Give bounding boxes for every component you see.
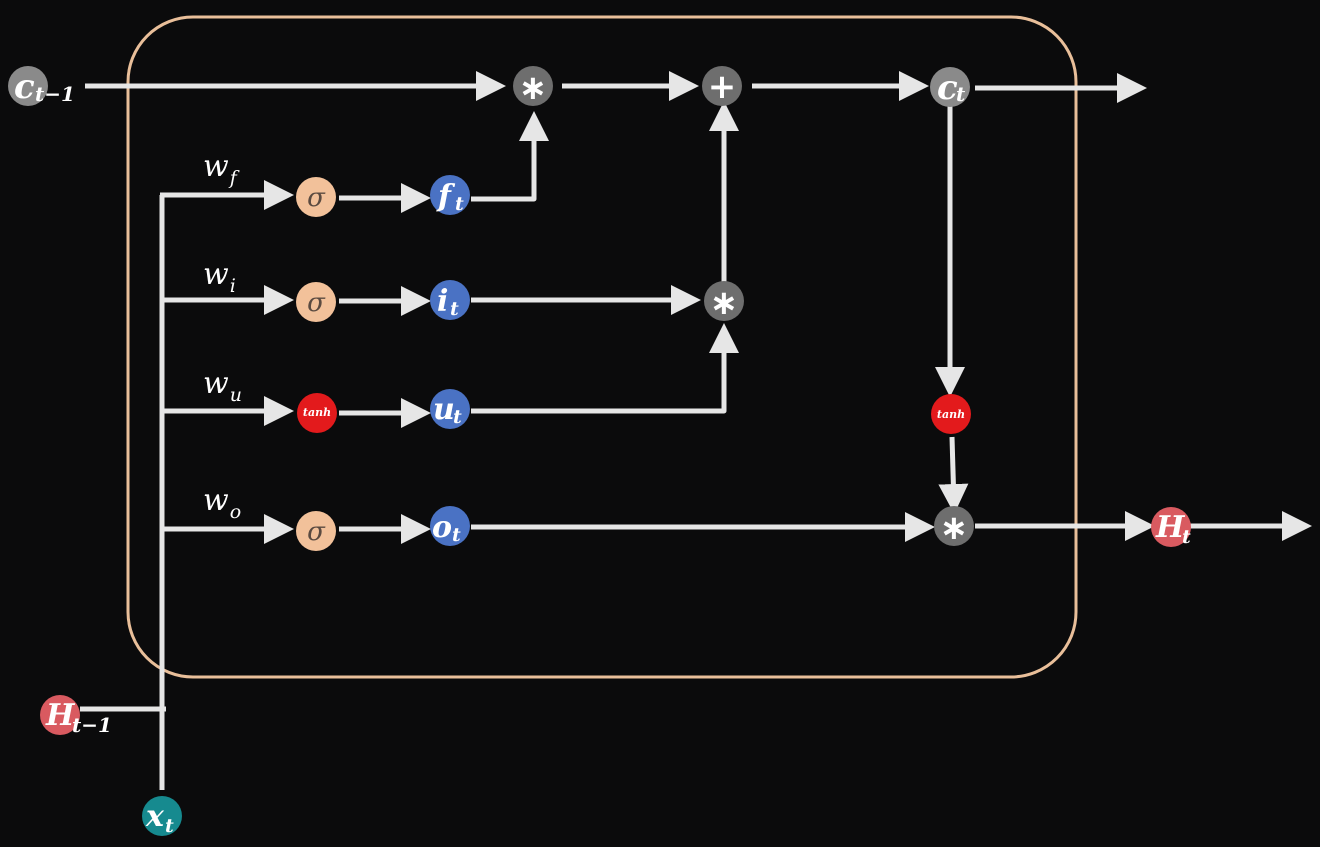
node-sigmoid-input: σ [296,282,336,322]
node-f-t: f t [430,175,470,215]
weight-label-wo: wo [203,483,241,523]
node-u-t: u t [430,389,470,429]
svg-text:∗: ∗ [519,68,548,108]
lstm-cell-boundary [126,15,1078,679]
svg-text:σ: σ [307,517,326,547]
svg-text:σ: σ [307,183,326,213]
arrow-ut-to-mult [471,322,739,414]
svg-text:o: o [432,510,452,545]
weight-label-wu: wu [203,366,242,406]
svg-text:c: c [14,67,35,107]
node-c-prev: c t−1 [8,66,75,107]
node-tanh-update: tanh [297,393,337,433]
svg-text:∗: ∗ [940,508,969,548]
node-mult-output: ∗ [934,506,974,548]
node-x-t: x t [142,796,182,837]
svg-text:H: H [45,698,76,733]
svg-text:tanh: tanh [303,406,331,419]
node-sigmoid-output: σ [296,511,336,551]
node-h-prev: H t−1 [40,695,112,737]
weight-labels: wf wi wu wo [203,149,242,523]
svg-text:c: c [937,68,958,108]
node-mult-input: ∗ [704,281,744,323]
svg-text:x: x [145,799,165,834]
node-h-t: H t [1151,507,1191,548]
svg-text:t: t [450,298,459,320]
svg-text:H: H [1155,510,1186,545]
node-c-t: c t [930,67,970,108]
svg-text:t: t [956,82,966,106]
svg-text:tanh: tanh [937,408,965,421]
arrow-ft-to-mult [471,110,549,202]
svg-text:t: t [1182,526,1191,548]
weight-label-wf: wf [203,149,240,189]
svg-text:t−1: t−1 [35,82,75,106]
svg-text:u: u [433,392,455,427]
node-tanh-cell: tanh [931,394,971,434]
svg-text:+: + [708,67,737,107]
node-add-cell: + [702,66,742,107]
svg-text:i: i [437,284,448,319]
svg-text:t−1: t−1 [72,713,112,737]
connections [80,71,1313,790]
svg-text:t: t [452,524,461,546]
svg-text:t: t [453,406,462,428]
svg-text:t: t [165,815,174,837]
node-i-t: i t [430,280,470,320]
weight-label-wi: wi [203,257,236,297]
svg-text:t: t [455,193,464,215]
svg-text:σ: σ [307,288,326,318]
node-o-t: o t [430,506,470,546]
node-sigmoid-forget: σ [296,177,336,217]
svg-text:∗: ∗ [710,283,739,323]
arrow-tanh-to-mult [938,436,969,514]
node-mult-forget: ∗ [513,66,553,108]
